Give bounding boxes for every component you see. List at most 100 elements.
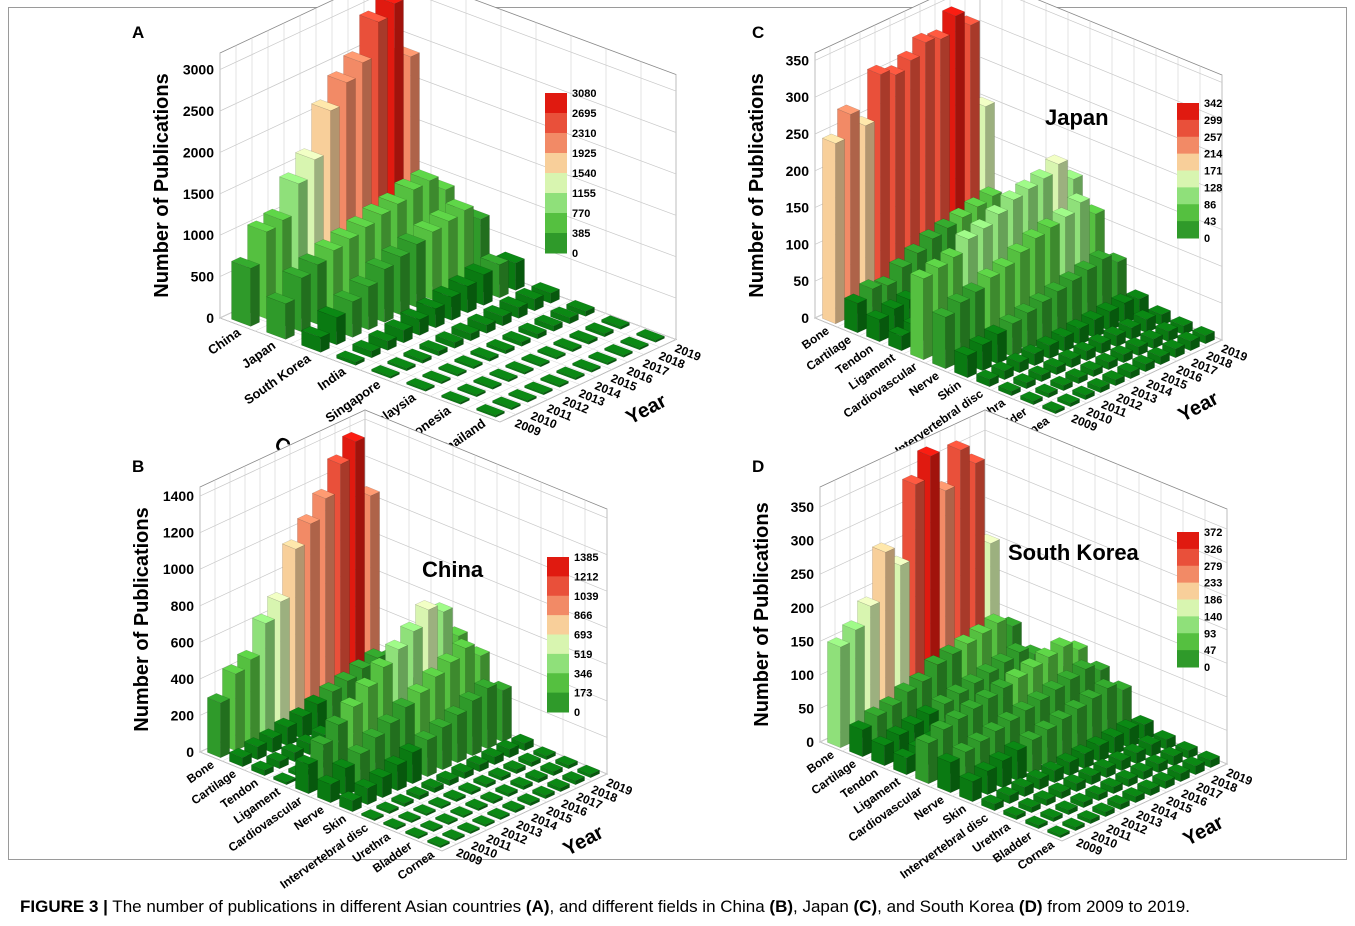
legend-label: 257	[1204, 132, 1222, 144]
bar-a-7-2018	[619, 336, 650, 351]
bar-c-10-2013	[1101, 370, 1126, 387]
bar-a-5-2010	[421, 370, 452, 385]
bar-c-8-2009	[997, 381, 1022, 397]
gridline-floor	[394, 300, 572, 384]
legend-label: 47	[1204, 645, 1216, 657]
z-tick-label: 200	[171, 707, 195, 723]
legend-label: 43	[1204, 216, 1216, 228]
bar-a-7-2013	[539, 373, 570, 388]
figure-frame	[8, 7, 1347, 860]
legend-label: 326	[1204, 544, 1222, 556]
bar-d-8-2010	[1017, 797, 1042, 814]
bar-c-8-2015	[1087, 333, 1112, 355]
legend-swatch	[545, 233, 567, 254]
bar-d-9-2017	[1144, 754, 1169, 774]
bar-d-8-2016	[1107, 750, 1132, 772]
bar-b-9-2014	[479, 791, 504, 805]
legend-swatch	[1177, 204, 1199, 222]
bar-a-5-2019	[565, 299, 596, 317]
legend-swatch	[547, 673, 569, 694]
z-tick-label: 0	[206, 310, 214, 326]
legend-label: 140	[1204, 611, 1222, 623]
bar-c-10-2016	[1146, 346, 1171, 366]
bar-b-2-2009	[250, 760, 275, 777]
legend-swatch	[1177, 633, 1199, 651]
bar-b-7-2014	[435, 770, 460, 787]
bar-d-8-2017	[1122, 743, 1147, 765]
legend-swatch	[547, 634, 569, 655]
bar-b-10-2013	[486, 807, 511, 821]
bar-c-7-2013	[1035, 335, 1060, 360]
legend-label: 693	[574, 630, 592, 642]
bar-b-8-2018	[517, 752, 542, 768]
gridline-floor	[397, 755, 564, 834]
bar-a-5-2013	[469, 346, 500, 362]
legend-swatch	[547, 576, 569, 597]
legend-swatch	[1177, 582, 1199, 600]
legend-label: 1039	[574, 591, 598, 603]
legend-swatch	[1177, 565, 1199, 584]
bar-a-4-2012	[418, 339, 449, 357]
bar-b-7-2009	[360, 808, 385, 822]
legend-swatch	[545, 193, 567, 214]
bar-a-7-2009	[475, 403, 506, 418]
bar-c-7-2009	[975, 369, 1000, 388]
bar-b-3-2009	[272, 772, 297, 786]
z-tick-label: 800	[171, 598, 195, 614]
bar-d-3-2009	[892, 748, 917, 776]
caption-ref-b: (B)	[769, 897, 794, 916]
z-tick-label: 300	[791, 533, 815, 549]
category-label: Japan	[239, 338, 278, 372]
bar-b-9-2009	[404, 826, 429, 840]
legend-swatch	[547, 653, 569, 674]
panel-letter: C	[752, 23, 764, 42]
bar-c-10-2011	[1071, 385, 1096, 401]
panel-b-chart: 0 200 400 600 800 1000 1200 1400 Number of Publi…	[110, 409, 670, 892]
bar-d-6-2013	[1018, 730, 1043, 775]
z-tick-label: 50	[798, 700, 814, 716]
bar-b-9-2015	[494, 783, 519, 798]
legend-label: 171	[1204, 166, 1222, 178]
legend-label: 299	[1204, 115, 1222, 127]
bar-d-10-2009	[1046, 825, 1071, 839]
gridline-floor	[1061, 763, 1228, 842]
bar-b-6-2009	[338, 790, 363, 813]
z-tick-label: 1400	[163, 488, 194, 504]
z-tick-label: 2000	[183, 144, 214, 160]
bar-a-5-2018	[549, 306, 580, 325]
bar-b-8-2017	[502, 759, 527, 775]
legend-label: 866	[574, 610, 592, 622]
legend-swatch	[1177, 153, 1199, 171]
bar-a-4-2011	[402, 348, 433, 364]
legend-swatch	[1177, 170, 1199, 188]
bar-a-3-2011	[367, 329, 398, 351]
bar-d-8-2011	[1032, 789, 1057, 807]
bar-d-6-2009	[958, 771, 983, 803]
gridline-floor	[441, 773, 608, 852]
bar-b-7-2018	[495, 739, 520, 759]
bar-b-10-2017	[546, 778, 571, 793]
legend-label: 372	[1204, 527, 1222, 539]
bar-d-7-2009	[980, 794, 1005, 812]
legend-swatch	[1177, 187, 1199, 205]
z-tick-label: 150	[791, 633, 815, 649]
bar-a-7-2015	[571, 358, 602, 373]
bar-c-10-2015	[1131, 354, 1156, 373]
bar-a-4-2013	[434, 331, 465, 349]
bar-c-10-2018	[1176, 331, 1201, 352]
bar-c-10-2014	[1116, 362, 1141, 380]
legend-label: 2310	[572, 128, 596, 140]
z-axis-label: Number of Publications	[746, 73, 768, 297]
bar-a-5-2012	[453, 355, 484, 370]
z-tick-label: 1500	[183, 186, 214, 202]
legend-swatch	[1177, 103, 1199, 121]
bar-a-7-2012	[523, 381, 554, 396]
legend-label: 214	[1204, 149, 1223, 161]
bar-d-9-2011	[1054, 800, 1079, 816]
legend-label: 3080	[572, 88, 596, 100]
bar-a-6-2016	[552, 337, 583, 353]
bar-a-4-2017	[498, 296, 529, 319]
bar-c-9-2014	[1094, 352, 1119, 371]
bar-a-4-2015	[466, 313, 497, 334]
bar-c-7-2012	[1020, 344, 1045, 367]
